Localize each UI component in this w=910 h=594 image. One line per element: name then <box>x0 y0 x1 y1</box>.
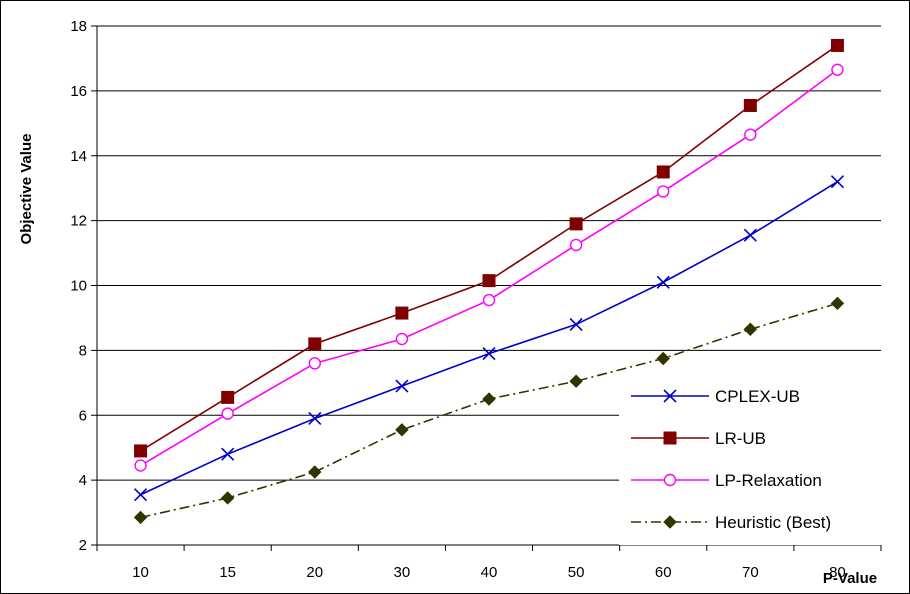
data-point <box>221 390 235 404</box>
legend-box <box>619 373 881 545</box>
legend-label: CPLEX-UB <box>715 387 800 406</box>
x-tick-label: 80 <box>829 564 846 581</box>
x-axis-title: P-Value <box>823 570 877 587</box>
x-tick-label: 60 <box>655 564 672 581</box>
series-lp-relaxation <box>134 63 844 472</box>
data-point <box>743 98 757 112</box>
x-tick-label: 30 <box>394 564 411 581</box>
data-point <box>134 444 148 458</box>
y-tick-label: 2 <box>79 537 87 554</box>
data-point <box>656 351 670 366</box>
marker-stroke <box>830 175 845 189</box>
y-tick-label: 8 <box>79 342 87 359</box>
data-point <box>395 306 409 320</box>
data-point <box>308 465 322 479</box>
y-tick-label: 6 <box>79 407 87 424</box>
y-tick-label: 10 <box>70 278 87 295</box>
data-point <box>221 407 234 420</box>
data-point <box>134 459 147 472</box>
data-point <box>830 175 845 189</box>
y-axis-title: Objective Value <box>18 134 35 245</box>
legend-marker <box>663 473 677 487</box>
data-point <box>657 185 670 198</box>
data-point <box>395 379 409 393</box>
series-cplex-ub <box>133 175 845 502</box>
x-tick-label: 50 <box>568 564 585 581</box>
legend-item: Heuristic (Best) <box>631 513 831 532</box>
marker-stroke <box>133 488 148 502</box>
x-tick-label: 15 <box>219 564 236 581</box>
legend-label: LP-Relaxation <box>715 471 822 490</box>
legend: CPLEX-UB LR-UB LP-Relaxation Heuristic (Bes… <box>619 373 881 545</box>
data-point <box>569 317 583 331</box>
data-point <box>482 274 496 288</box>
x-tick-label: 70 <box>742 564 759 581</box>
marker-stroke <box>308 411 322 426</box>
legend-label: LR-UB <box>715 429 766 448</box>
marker-stroke <box>656 275 670 289</box>
data-point <box>482 347 496 361</box>
legend-label: Heuristic (Best) <box>715 513 831 532</box>
legend-marker <box>663 389 677 403</box>
x-tick-label: 40 <box>481 564 498 581</box>
data-point <box>656 275 670 289</box>
legend-item: CPLEX-UB <box>631 387 800 406</box>
legend-item: LP-Relaxation <box>631 471 822 490</box>
data-point <box>656 165 670 179</box>
series-heuristic-best <box>133 296 845 525</box>
data-point <box>831 63 844 76</box>
x-tick-label: 10 <box>132 564 149 581</box>
marker-stroke <box>569 317 583 331</box>
data-point <box>830 38 844 52</box>
marker-stroke <box>482 347 496 361</box>
y-tick-label: 14 <box>70 148 87 165</box>
y-tick-label: 12 <box>70 213 87 230</box>
data-point <box>308 411 322 426</box>
data-point <box>308 337 322 351</box>
data-point <box>221 447 235 461</box>
legend-item: LR-UB <box>631 429 766 448</box>
series-lr-ub <box>134 38 844 458</box>
data-point <box>830 296 845 311</box>
data-point <box>308 357 321 370</box>
legend-marker <box>663 431 677 445</box>
marker-stroke <box>743 228 757 242</box>
data-point <box>395 332 409 346</box>
data-point <box>743 228 757 242</box>
series-group <box>133 38 845 525</box>
data-point <box>133 510 148 525</box>
marker-stroke <box>221 447 235 461</box>
marker-stroke <box>395 379 409 393</box>
y-tick-label: 16 <box>70 83 87 100</box>
data-point <box>569 374 583 388</box>
y-tick-label: 18 <box>70 18 87 35</box>
legend-marker <box>663 515 677 529</box>
x-tick-label: 20 <box>306 564 323 581</box>
y-tick-label: 4 <box>79 472 87 489</box>
data-point <box>482 392 496 406</box>
data-point <box>569 238 583 252</box>
data-point <box>743 322 758 336</box>
data-point <box>133 488 148 502</box>
data-point <box>220 491 235 505</box>
data-point <box>569 217 583 231</box>
data-point <box>395 423 409 437</box>
data-point <box>744 128 757 141</box>
data-point <box>482 293 496 307</box>
marker-stroke <box>663 389 677 403</box>
